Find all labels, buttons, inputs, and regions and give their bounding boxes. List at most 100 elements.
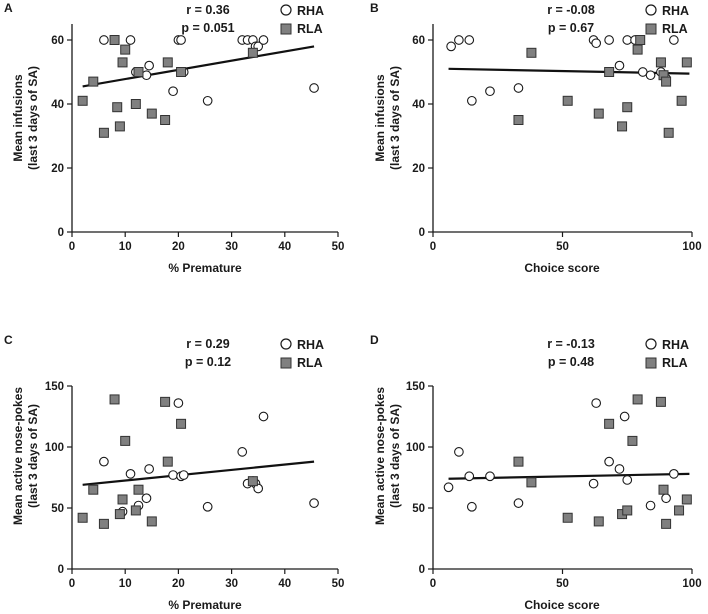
rla-point-b <box>681 57 692 68</box>
rla-point-a <box>133 67 144 77</box>
rha-point-c <box>253 483 264 494</box>
legend-rha-marker-d <box>645 338 657 350</box>
legend-rla-label-c: RLA <box>297 356 323 370</box>
rla-point-a <box>130 99 141 109</box>
x-tick-label-c: 40 <box>278 578 291 590</box>
ylabel-line1-c: Mean active nose-pokes <box>11 387 25 525</box>
rla-point-a <box>114 121 125 132</box>
xlabel-b: Choice score <box>524 261 600 275</box>
y-tick-label-d: 50 <box>412 503 425 515</box>
y-tick-label-b: 40 <box>412 99 425 111</box>
rha-point-c <box>202 501 213 512</box>
rha-point-b <box>454 35 464 45</box>
y-tick-label-b: 0 <box>419 227 425 239</box>
regression-line-a <box>82 45 315 88</box>
rha-point-d <box>604 456 614 467</box>
rla-point-c <box>162 456 173 467</box>
rha-point-d <box>645 500 656 511</box>
rla-point-d <box>681 494 692 505</box>
legend-rla-marker-d <box>645 357 657 369</box>
regression-line-c <box>82 460 315 486</box>
rla-point-b <box>604 67 615 77</box>
x-tick-label-d: 100 <box>682 578 701 590</box>
rla-point-a <box>117 57 128 68</box>
rla-point-b <box>632 44 643 55</box>
rla-point-d <box>674 505 685 516</box>
rla-point-a <box>109 35 120 45</box>
rla-point-c <box>133 484 144 495</box>
stat-r-a: r = 0.36 <box>186 3 229 17</box>
ylabel-line2-d: (last 3 days of SA) <box>388 404 402 508</box>
x-tick-label-c: 10 <box>119 578 132 590</box>
rla-point-b <box>593 108 604 119</box>
rla-point-b <box>661 76 672 87</box>
legend-rla-label-a: RLA <box>297 22 323 36</box>
rla-point-c <box>247 476 258 487</box>
rha-point-d <box>464 471 475 482</box>
rha-point-d <box>588 478 599 489</box>
rha-point-c <box>237 447 248 457</box>
rla-point-a <box>146 108 157 119</box>
ylabel-line1-b: Mean infusions <box>373 74 387 162</box>
rla-point-c <box>160 396 171 407</box>
rha-point-c <box>309 498 319 508</box>
panel-a: A r = 0.36 p = 0.051 RHA RLA Mean infusi… <box>4 1 344 275</box>
rha-point-c <box>258 411 269 422</box>
rha-point-a <box>202 95 213 106</box>
rla-point-b <box>635 35 646 45</box>
xlabel-d: Choice score <box>524 598 600 612</box>
rha-point-c <box>168 470 178 480</box>
legend-rha-label-a: RHA <box>297 4 324 18</box>
ylabel-line2-c: (last 3 days of SA) <box>26 404 40 508</box>
rla-point-a <box>176 67 187 77</box>
rla-point-d <box>513 456 524 467</box>
rla-point-b <box>622 102 633 113</box>
rha-point-c <box>144 464 154 474</box>
legend-rha-marker-b <box>645 4 657 16</box>
x-tick-label-a: 10 <box>119 241 132 253</box>
stat-p-c: p = 0.12 <box>185 355 231 369</box>
y-tick-label-a: 0 <box>58 227 64 239</box>
stat-r-c: r = 0.29 <box>186 337 229 351</box>
rha-point-d <box>591 398 602 408</box>
rha-point-b <box>614 60 625 71</box>
rla-point-a <box>112 102 123 113</box>
y-tick-label-d: 0 <box>419 564 425 576</box>
x-tick-label-b: 100 <box>682 241 701 253</box>
ylabel-line2-b: (last 3 days of SA) <box>388 66 402 170</box>
rla-point-d <box>655 396 666 407</box>
rha-point-d <box>661 493 671 504</box>
rla-point-c <box>146 516 157 527</box>
xlabel-c: % Premature <box>168 598 242 612</box>
rla-point-a <box>88 76 99 87</box>
rla-point-a <box>98 127 109 138</box>
rha-point-b <box>485 86 495 97</box>
x-tick-label-a: 50 <box>332 241 345 253</box>
rla-point-a <box>247 47 258 58</box>
ylabel-line1-d: Mean active nose-pokes <box>373 387 387 525</box>
rla-point-d <box>593 516 604 527</box>
legend-rla-label-d: RLA <box>662 356 688 370</box>
y-tick-label-c: 50 <box>51 503 64 515</box>
legend-rla-marker-b <box>645 23 657 35</box>
legend-rha-marker-a <box>280 4 292 16</box>
rla-point-a <box>77 95 88 106</box>
legend-rha-label-d: RHA <box>662 338 689 352</box>
rha-point-a <box>309 83 319 93</box>
legend-rha-marker-c <box>280 338 292 350</box>
rla-point-a <box>120 44 131 55</box>
rha-point-d <box>622 475 633 485</box>
rla-point-d <box>562 512 573 523</box>
rla-point-b <box>676 95 687 106</box>
panel-label-d: D <box>370 333 379 347</box>
y-tick-label-d: 100 <box>406 442 425 454</box>
xlabel-a: % Premature <box>168 261 242 275</box>
rla-point-a <box>162 57 173 68</box>
y-tick-label-d: 150 <box>406 381 425 393</box>
x-tick-label-d: 50 <box>556 578 569 590</box>
y-tick-label-c: 100 <box>45 442 64 454</box>
rla-point-c <box>114 509 125 520</box>
legend-rha-label-c: RHA <box>297 338 324 352</box>
rla-point-c <box>98 518 109 529</box>
